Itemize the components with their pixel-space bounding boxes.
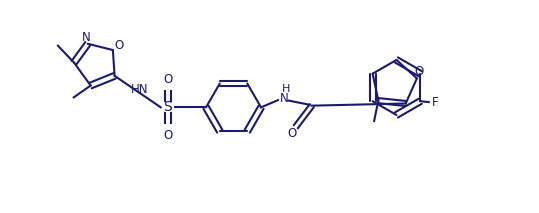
Text: S: S (163, 100, 172, 114)
Text: N: N (280, 92, 288, 105)
Text: F: F (432, 96, 439, 109)
Text: O: O (288, 127, 297, 140)
Text: N: N (82, 31, 91, 44)
Text: O: O (414, 65, 424, 78)
Text: O: O (163, 73, 172, 86)
Text: HN: HN (130, 83, 148, 96)
Text: O: O (114, 39, 123, 52)
Text: H: H (281, 84, 290, 94)
Text: O: O (163, 129, 172, 142)
